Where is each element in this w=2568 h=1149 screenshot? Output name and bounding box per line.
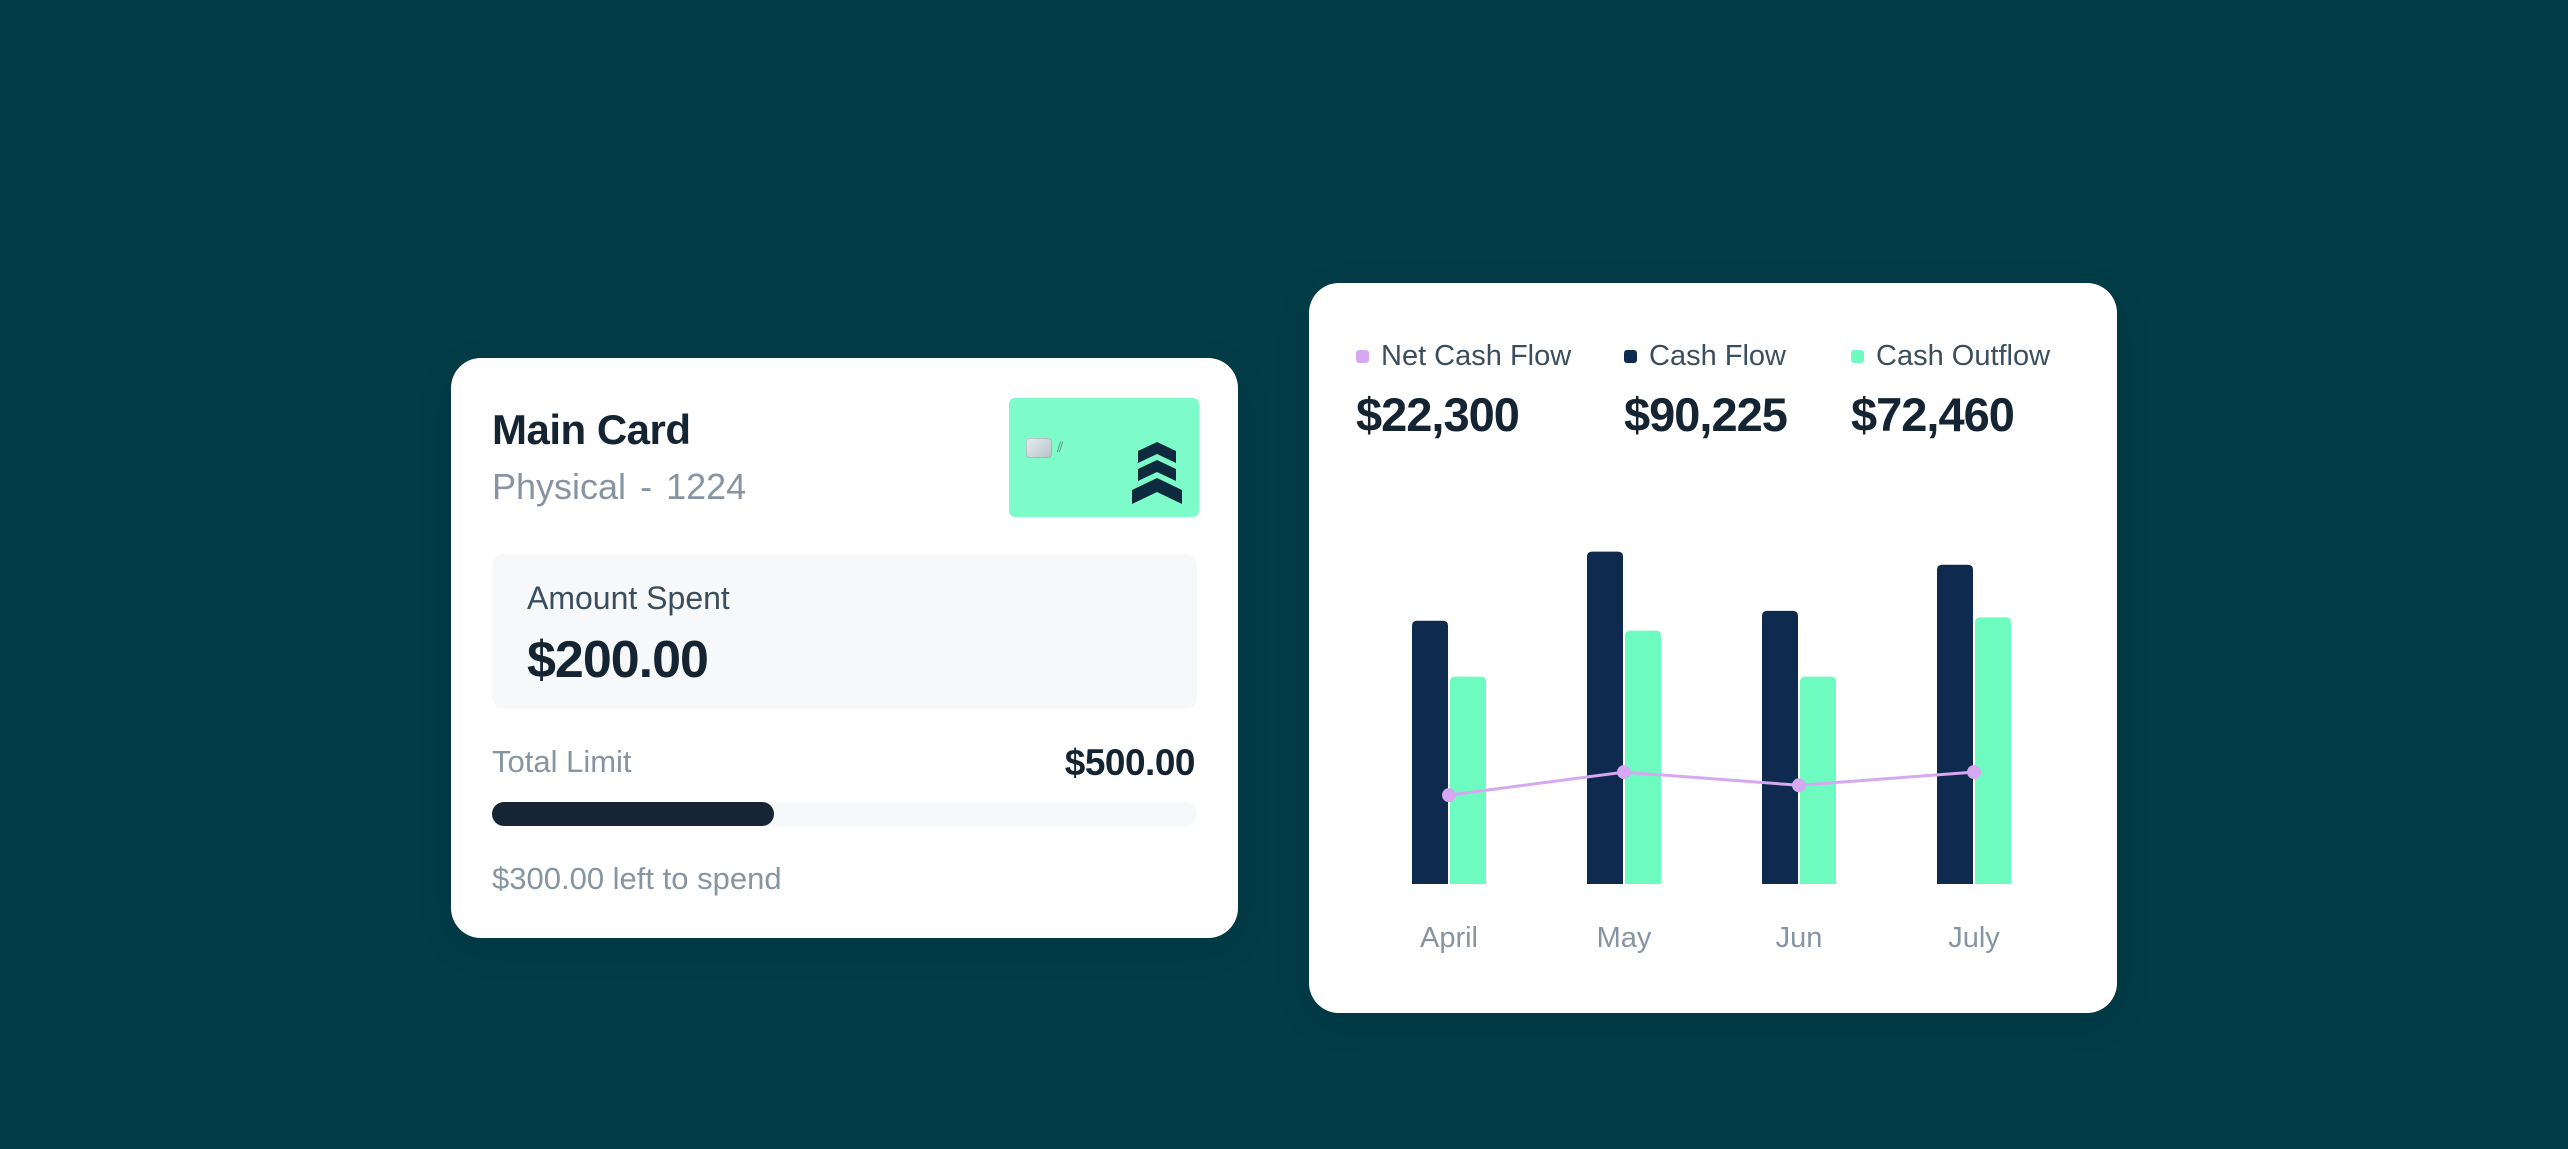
stat-value: $72,460 [1851, 388, 2015, 441]
card-type: Physical [492, 466, 627, 507]
net-cash-flow-line [1448, 770, 1975, 797]
cash-flow-chart: April May Jun July [1412, 551, 2011, 954]
amount-spent-value: $200.00 [527, 631, 709, 689]
legend-label: Cash Flow [1649, 340, 1786, 372]
bar-cash-outflow-april[interactable] [1450, 676, 1486, 884]
left-to-spend-text: $300.00 left to spend [492, 861, 782, 896]
spend-progress-fill [492, 802, 774, 826]
main-card-widget[interactable]: Main Card Physical -1224 ⫽ Amount Spent $… [451, 358, 1238, 938]
x-tick-label: May [1597, 922, 1652, 954]
net-cash-flow-point-july[interactable] [1967, 765, 1981, 780]
card-separator: - [640, 466, 653, 507]
bar-cash-outflow-july[interactable] [1975, 617, 2011, 884]
card-subtitle: Physical -1224 [492, 466, 746, 508]
chip-icon [1026, 438, 1052, 458]
amount-spent-box: Amount Spent $200.00 [492, 554, 1197, 709]
legend-cash-outflow: Cash Outflow [1851, 340, 2050, 373]
stat-net-cash-flow: Net Cash Flow $22,300 [1356, 340, 1571, 442]
x-tick-label: July [1948, 922, 2000, 954]
total-limit-label: Total Limit [492, 744, 632, 779]
stacked-chevrons-icon [1132, 442, 1182, 504]
card-title: Main Card [492, 406, 691, 453]
bar-cash-outflow-jun[interactable] [1800, 676, 1836, 884]
legend-cash-flow: Cash Flow [1624, 340, 1787, 373]
total-limit-value: $500.00 [1064, 742, 1196, 783]
bar-cash-flow-jun[interactable] [1762, 610, 1798, 884]
legend-label: Net Cash Flow [1381, 340, 1572, 372]
legend-label: Cash Outflow [1876, 340, 2051, 372]
contactless-icon: ⫽ [1057, 439, 1064, 455]
legend-swatch-net-cash-flow [1356, 350, 1369, 363]
amount-spent-label: Amount Spent [527, 580, 730, 616]
stat-cash-flow: Cash Flow $90,225 [1624, 340, 1788, 442]
legend-swatch-cash-outflow [1851, 350, 1864, 363]
stat-value: $22,300 [1356, 388, 1520, 441]
card-thumbnail[interactable]: ⫽ [1009, 398, 1199, 517]
card-last4: 1224 [666, 466, 747, 507]
x-tick-label: Jun [1776, 922, 1823, 954]
bar-cash-flow-july[interactable] [1937, 564, 1973, 884]
legend-swatch-cash-flow [1624, 350, 1637, 363]
spend-progress-bar [492, 802, 1197, 826]
bar-cash-outflow-may[interactable] [1625, 630, 1661, 884]
bar-cash-flow-may[interactable] [1587, 551, 1623, 884]
stat-cash-outflow: Cash Outflow $72,460 [1851, 340, 2050, 442]
x-tick-label: April [1420, 922, 1478, 954]
net-cash-flow-point-april[interactable] [1442, 788, 1456, 803]
bar-cash-flow-april[interactable] [1412, 620, 1448, 884]
net-cash-flow-point-jun[interactable] [1792, 778, 1806, 793]
stat-value: $90,225 [1624, 388, 1788, 441]
legend-net-cash-flow: Net Cash Flow [1356, 340, 1571, 373]
net-cash-flow-point-may[interactable] [1617, 765, 1631, 780]
cash-flow-widget[interactable]: Net Cash Flow $22,300 Cash Flow $90,225 … [1309, 283, 2117, 1013]
